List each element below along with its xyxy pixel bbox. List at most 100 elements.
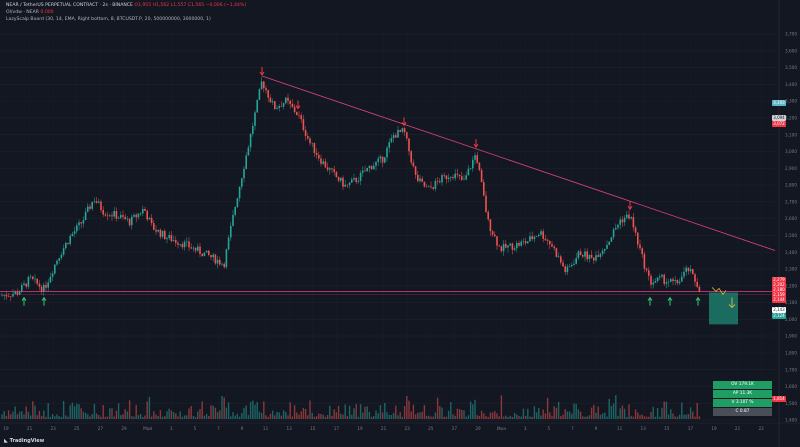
candle-body [516,242,518,249]
price-label: 2,202 [772,282,786,288]
candle-body [353,178,355,180]
time-tick: 19 [3,426,9,431]
candle-body [432,187,434,189]
volume-bar [590,407,593,419]
volume-bar [168,408,170,419]
volume-bar [111,408,113,419]
volume-bar [342,414,344,419]
candle-body [590,254,593,258]
volume-bar [434,412,437,419]
candle-body [551,244,553,247]
tradingview-logo[interactable]: ◣ TradingView [4,438,45,444]
candle-body [643,254,646,269]
volume-bar [300,411,302,419]
volume-bar [313,416,316,419]
time-axis[interactable]: 19 21 23 25 27 29 Май 3 5 7 9 11 13 15 17 19 21 23 25 27 29 И… [3,426,764,431]
volume-bar [667,414,670,419]
price-label: 3,094 [772,115,786,121]
candle-body [652,282,654,285]
time-tick: Май [143,426,152,431]
candle-body [489,219,492,232]
candle-body [469,168,472,169]
volume-bar [51,414,54,419]
candle-body [456,173,459,175]
volume-bar [208,415,210,419]
candle-body [109,215,111,217]
volume-bar [628,404,630,419]
volume-bar [337,405,340,419]
arrow-up-icon [21,296,27,306]
volume-bar [276,411,278,419]
time-tick: 7 [217,426,220,431]
legend-oi[interactable]: OI/vdw · NEAR [6,10,39,15]
volume-bar [106,416,109,419]
price-tick: 1,600 [785,384,797,389]
legend-symbol[interactable]: NEAR / TetherUS PERPETUAL CONTRACT · 2s … [6,3,133,8]
volume-bar [172,412,175,419]
volume-bar [91,414,93,419]
price-tick: 2,500 [785,233,797,238]
candle-body [16,291,19,295]
candle-body [159,229,162,237]
volume-bar [364,406,366,419]
volume-bar [318,413,320,419]
candle-body [315,153,318,155]
candle-body [10,296,12,298]
volume-bar [553,406,555,419]
volume-bar [190,406,192,419]
volume-bar [582,416,584,419]
volume-bar [76,403,78,419]
volume-bar [441,407,443,419]
candle-body [139,213,142,215]
volume-bar [507,416,509,419]
candle-body [67,242,69,244]
volume-bar [397,415,399,419]
volume-bar [423,405,426,419]
candle-body [373,165,375,170]
volume-bar [340,413,342,419]
volume-bar [522,408,525,419]
price-tick: 3,400 [785,82,797,87]
candle-body [175,240,177,243]
price-tick: 2,900 [785,166,797,171]
volume-bar [681,402,683,419]
volume-bar [436,397,439,419]
candle-body [395,135,397,138]
candle-body [205,250,208,253]
time-tick: Июн [497,426,507,431]
price-tick: 3,300 [785,99,797,104]
candle-body [241,178,243,187]
candle-body [421,178,423,182]
time-tick: 3 [170,426,173,431]
candle-body [351,179,353,183]
candle-body [18,291,21,295]
legend-indicator[interactable]: LazyScalp Board (30, 14, EMA, Right bott… [6,17,211,22]
volume-bar [588,415,591,419]
candle-body [430,186,432,188]
scalp-board-row: C 0.87 [713,408,772,416]
candle-body [344,184,346,187]
time-tick: 21 [381,426,387,431]
candle-body [309,138,311,144]
volume-bar [351,414,353,419]
candle-body [38,283,41,287]
candle-body [115,211,118,219]
volume-bar [285,411,287,419]
volume-bar [304,409,307,419]
price-tick: 2,000 [785,317,797,322]
candle-body [408,138,410,152]
price-axis[interactable]: 3,700 3,600 3,500 3,400 3,300 3,200 3,100 3,000… [785,32,797,423]
volume-bar [155,414,157,419]
candle-body [604,248,606,251]
volume-bar [496,413,498,419]
price-tick: 3,700 [785,32,797,37]
candle-body [274,101,276,110]
volume-bar [241,412,243,419]
volume-bar [329,405,331,419]
volume-bar [474,399,476,419]
candle-body [476,155,478,163]
candle-body [216,259,219,264]
candle-body [342,177,344,187]
candle-body [104,214,107,216]
